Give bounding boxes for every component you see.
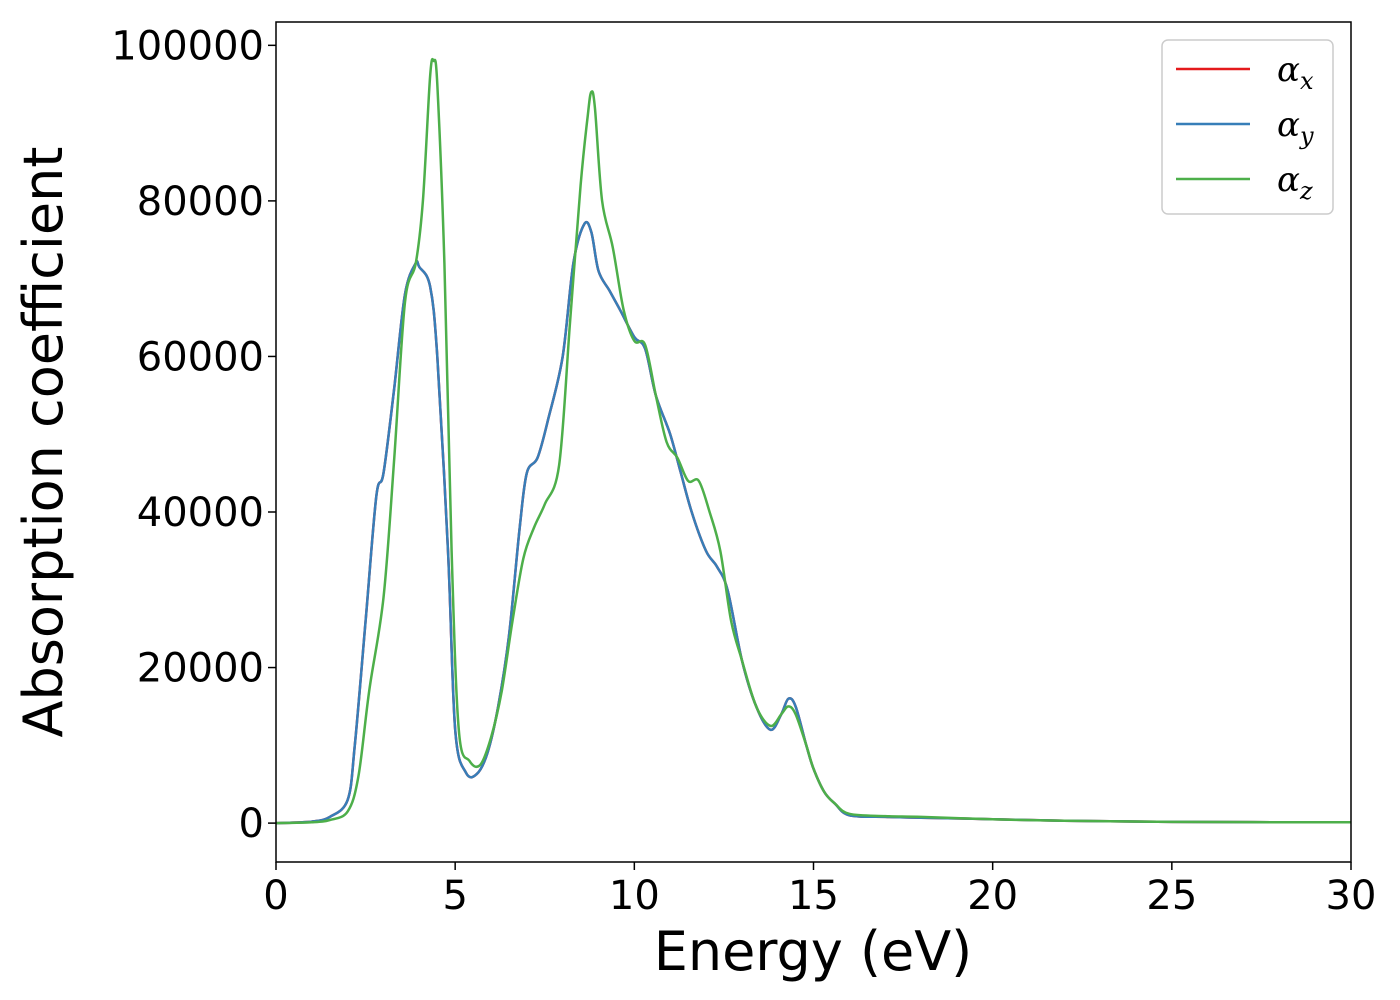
x-tick-label: 5 [442,873,467,919]
legend-box [1161,39,1334,215]
y-tick-label: 80000 [137,179,264,225]
series-line-z [275,57,1352,825]
y-tick-label: 0 [239,801,264,847]
series-layer [275,57,1352,825]
x-axis-title: Energy (eV) [654,920,973,983]
y-axis-title: Absorption coefficient [12,147,75,738]
x-tick-label: 20 [967,873,1018,919]
y-tick-label: 40000 [137,490,264,536]
y-axis: 0 20000 40000 60000 80000 100000 [111,23,276,847]
x-tick-label: 0 [263,873,288,919]
legend: αx αy αz [1161,39,1334,215]
x-tick-label: 15 [788,873,839,919]
legend-label-y: αy [1277,105,1314,150]
legend-label-x: αx [1277,50,1314,95]
x-tick-label: 25 [1146,873,1197,919]
x-tick-label: 10 [609,873,660,919]
legend-label-z: αz [1277,160,1313,205]
y-tick-label: 20000 [137,646,264,692]
y-tick-label: 100000 [111,23,264,69]
x-axis: 0 5 10 15 20 25 30 [263,862,1376,919]
y-tick-label: 60000 [137,334,264,380]
x-tick-label: 30 [1326,873,1377,919]
